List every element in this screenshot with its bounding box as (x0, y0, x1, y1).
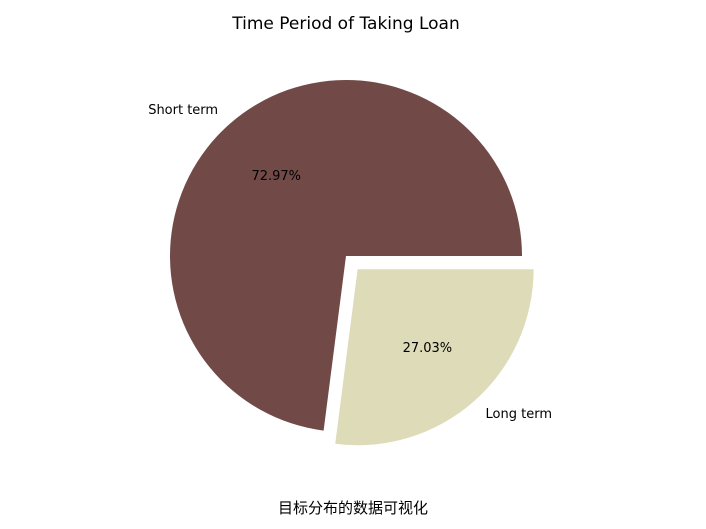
figure-caption: 目标分布的数据可视化 (277, 499, 428, 517)
pie-slice-long-term (335, 269, 534, 446)
chart-title: Time Period of Taking Loan (231, 14, 460, 34)
pie-slices (170, 80, 534, 446)
pie-chart: Time Period of Taking Loan 72.97% Short t… (148, 14, 552, 446)
pie-category-label: Short term (148, 103, 218, 118)
pie-category-label: Long term (486, 407, 552, 422)
pie-percent-label: 27.03% (403, 341, 453, 356)
pie-labels: 72.97% Short term 27.03% Long term (148, 103, 552, 422)
pie-percent-label: 72.97% (251, 169, 301, 184)
pie-slice-short-term (170, 80, 523, 431)
